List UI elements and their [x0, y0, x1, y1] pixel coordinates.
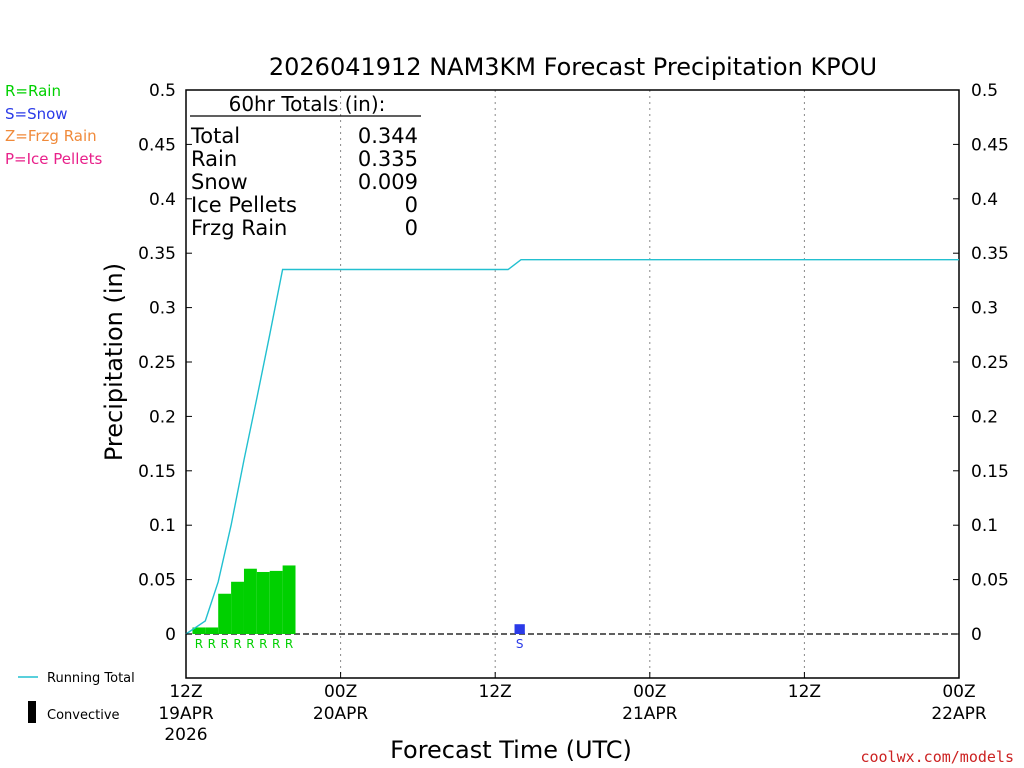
x-tick-label: 00Z [324, 682, 357, 702]
x-tick-label: 21APR [622, 704, 678, 724]
y-tick-label: 0.25 [138, 353, 176, 373]
rain-bar [192, 627, 206, 634]
rain-bar-label: R [259, 637, 267, 651]
totals-value: 0 [405, 216, 418, 240]
y-tick-label: 0.05 [138, 571, 176, 591]
totals-value: 0.344 [358, 124, 418, 148]
rain-bar-label: R [246, 637, 254, 651]
legend-ice-pellets: P=Ice Pellets [5, 150, 102, 168]
chart-title: 2026041912 NAM3KM Forecast Precipitation… [269, 53, 877, 81]
y-tick-label: 0.3 [149, 299, 176, 319]
y-axis-label: Precipitation (in) [100, 263, 128, 461]
precip-bars [192, 565, 525, 634]
y-tick-label: 0.35 [971, 244, 1009, 264]
y-tick-label: 0.5 [971, 81, 998, 101]
y-tick-label: 0.3 [971, 299, 998, 319]
x-tick-label: 12Z [788, 682, 821, 702]
y-tick-label: 0.35 [138, 244, 176, 264]
convective-legend-label: Convective [47, 708, 120, 723]
x-tick-label: 20APR [313, 704, 369, 724]
y-tick-label: 0.5 [149, 81, 176, 101]
totals-label: Rain [191, 147, 237, 171]
rain-bar [243, 568, 257, 634]
rain-bar [205, 627, 219, 634]
y-tick-labels-right: 0 0.05 0.1 0.15 0.2 0.25 0.3 0.35 0.4 0.45 0.5 [953, 81, 1009, 645]
rain-bar-label: R [208, 637, 216, 651]
rain-bar-label: R [285, 637, 293, 651]
x-tick-label: 00Z [942, 682, 975, 702]
y-tick-label: 0.45 [971, 135, 1009, 155]
rain-bar [231, 581, 244, 634]
x-tick-label: 2026 [164, 725, 207, 745]
rain-bar [218, 593, 232, 634]
snow-bar [514, 624, 525, 634]
legend-frzg-rain: Z=Frzg Rain [5, 127, 97, 145]
y-tick-label: 0.4 [149, 190, 176, 210]
totals-label: Ice Pellets [191, 193, 297, 217]
legend-snow: S=Snow [5, 105, 68, 123]
x-tick-label: 22APR [931, 704, 987, 724]
totals-value: 0 [405, 193, 418, 217]
plot-frame [185, 89, 960, 679]
precip-type-legend: R=Rain S=Snow Z=Frzg Rain P=Ice Pellets [5, 82, 102, 168]
x-tick-label: 00Z [633, 682, 666, 702]
y-tick-label: 0 [971, 625, 982, 645]
rain-bar-label: R [195, 637, 203, 651]
snow-bar-label: S [516, 637, 524, 651]
y-tick-label: 0.45 [138, 135, 176, 155]
y-tick-label: 0.1 [971, 516, 998, 536]
totals-value: 0.009 [358, 170, 418, 194]
totals-box: 60hr Totals (in): Total 0.344 Rain 0.335 Sno… [190, 92, 421, 240]
y-tick-label: 0.25 [971, 353, 1009, 373]
totals-label: Total [190, 124, 240, 148]
x-tick-label: 12Z [479, 682, 512, 702]
y-tick-label: 0.15 [138, 462, 176, 482]
x-axis-label: Forecast Time (UTC) [390, 736, 632, 764]
y-tick-label: 0.2 [149, 407, 176, 427]
rain-bar-label: R [233, 637, 241, 651]
grid-lines [340, 90, 805, 678]
credit-text: coolwx.com/models [860, 748, 1014, 766]
x-tick-label: 12Z [169, 682, 202, 702]
rain-bar [269, 570, 283, 634]
y-tick-label: 0.4 [971, 190, 998, 210]
rain-bar [256, 571, 270, 634]
bottom-legend: Running Total Convective [18, 671, 135, 723]
convective-legend-swatch [28, 701, 36, 723]
y-tick-label: 0.1 [149, 516, 176, 536]
legend-rain: R=Rain [5, 82, 61, 100]
x-tick-label: 19APR [158, 704, 214, 724]
y-tick-label: 0 [165, 625, 176, 645]
rain-bar [282, 565, 296, 634]
totals-label: Snow [191, 170, 248, 194]
totals-label: Frzg Rain [191, 216, 287, 240]
rain-bar-label: R [272, 637, 280, 651]
y-tick-label: 0.2 [971, 407, 998, 427]
y-tick-label: 0.05 [971, 571, 1009, 591]
rain-bar-label: R [220, 637, 228, 651]
y-tick-labels-left: 0 0.05 0.1 0.15 0.2 0.25 0.3 0.35 0.4 0.45 0.5 [138, 81, 192, 645]
running-total-legend-label: Running Total [47, 671, 135, 686]
totals-value: 0.335 [358, 147, 418, 171]
running-total-line [185, 259, 959, 635]
totals-header: 60hr Totals (in): [229, 92, 386, 116]
y-tick-label: 0.15 [971, 462, 1009, 482]
